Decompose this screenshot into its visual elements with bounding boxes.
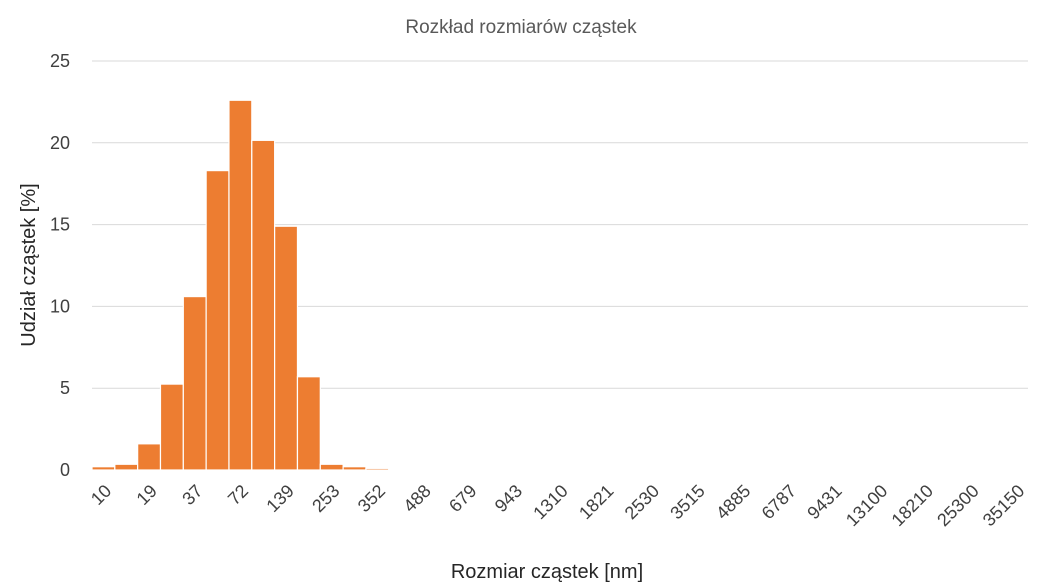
bar [1004, 468, 1029, 471]
x-tick-label: 37 [178, 481, 206, 509]
bar [890, 468, 915, 471]
x-tick-label: 10 [87, 481, 115, 509]
bar [91, 466, 116, 471]
x-tick-label: 19 [133, 481, 161, 509]
bar [388, 468, 413, 471]
bar [365, 467, 390, 471]
chart-title: Rozkład rozmiarów cząstek [405, 17, 637, 38]
x-tick-label: 35150 [979, 481, 1029, 531]
bar [411, 468, 436, 471]
x-tick-label: 3515 [666, 481, 708, 523]
bar [251, 139, 276, 471]
bar [456, 468, 481, 471]
bar [296, 376, 321, 471]
bar [844, 468, 869, 471]
bar [593, 468, 618, 471]
bar [684, 468, 709, 471]
x-tick-label: 679 [445, 481, 480, 516]
bar [753, 468, 778, 471]
bar [936, 468, 961, 471]
y-tick-label: 5 [60, 378, 70, 398]
bar [913, 468, 938, 471]
bar [958, 468, 983, 471]
x-tick-label: 253 [308, 481, 343, 516]
x-tick-label: 1310 [529, 481, 571, 523]
y-tick-label: 15 [50, 215, 70, 235]
x-tick-label: 25300 [933, 481, 983, 531]
x-tick-label: 18210 [888, 481, 938, 531]
bar [114, 463, 139, 471]
bar [799, 468, 824, 471]
bar [981, 468, 1006, 471]
bar [228, 99, 253, 471]
bar [433, 468, 458, 471]
bar [707, 468, 732, 471]
bars [91, 99, 1029, 471]
x-tick-label: 9431 [803, 481, 845, 523]
x-tick-label: 488 [399, 481, 434, 516]
bar [616, 468, 641, 471]
bar [182, 295, 207, 471]
bar [821, 468, 846, 471]
x-tick-label: 13100 [842, 481, 892, 531]
bar [319, 463, 344, 471]
bar [867, 468, 892, 471]
bar [342, 466, 367, 471]
x-axis-title: Rozmiar cząstek [nm] [451, 561, 643, 583]
bar [525, 468, 550, 471]
x-tick-labels: 10 19 37 72 139 253 352 488 679 943 1310 1821 2530 35… [87, 481, 1028, 531]
bar [479, 468, 504, 471]
x-tick-label: 4885 [712, 481, 754, 523]
x-tick-label: 943 [491, 481, 526, 516]
y-tick-label: 20 [50, 133, 70, 153]
bar [205, 170, 230, 471]
bar [159, 383, 184, 471]
y-axis-title: Udział cząstek [%] [18, 183, 40, 346]
x-tick-label: 139 [262, 481, 297, 516]
y-tick-labels: 0 5 10 15 20 25 [50, 51, 70, 480]
bar [137, 443, 162, 471]
x-tick-label: 1821 [575, 481, 617, 523]
y-tick-label: 0 [60, 460, 70, 480]
bar [547, 468, 573, 471]
x-tick-label: 352 [354, 481, 389, 516]
bar [662, 468, 687, 471]
x-tick-label: 6787 [758, 481, 800, 523]
y-tick-label: 10 [50, 296, 70, 316]
y-tick-label: 25 [50, 51, 70, 71]
bar [639, 468, 664, 471]
x-tick-label: 2530 [621, 481, 663, 523]
bar [730, 468, 755, 471]
bar [274, 225, 299, 471]
bar [776, 468, 801, 471]
bar [570, 468, 595, 471]
x-tick-label: 72 [224, 481, 252, 509]
bar [502, 468, 527, 471]
